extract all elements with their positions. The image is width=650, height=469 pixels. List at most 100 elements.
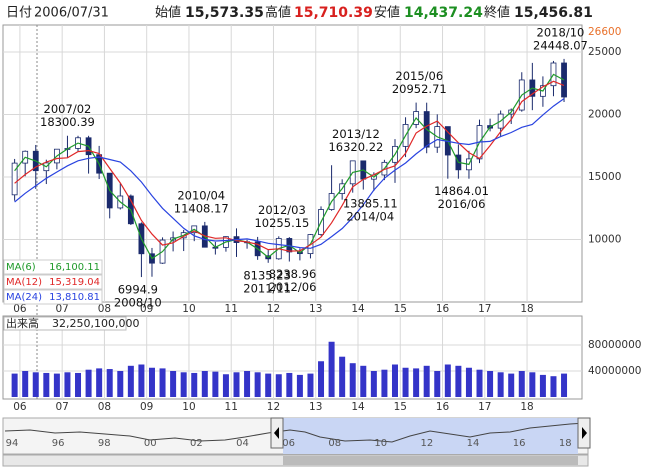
x-tick-label: 11 bbox=[225, 401, 238, 413]
volume-bar bbox=[339, 356, 346, 397]
y-tick-label: 20000 bbox=[588, 109, 621, 121]
annotation-value: 18300.39 bbox=[40, 115, 95, 129]
volume-bar bbox=[11, 373, 18, 397]
volume-bar bbox=[117, 371, 124, 397]
x-tick-label: 10 bbox=[182, 401, 195, 413]
high-marker-label: 26600 bbox=[588, 26, 621, 38]
legend-value: 13,810.81 bbox=[49, 292, 100, 303]
annotation-value: 8238.96 bbox=[269, 267, 317, 281]
volume-bar bbox=[476, 369, 483, 397]
navigator-label: 02 bbox=[190, 438, 203, 449]
volume-bar bbox=[381, 369, 388, 397]
x-tick-label: 13 bbox=[309, 401, 322, 413]
volume-bar bbox=[529, 372, 536, 397]
navigator-label: 96 bbox=[52, 438, 65, 449]
volume-bar bbox=[43, 372, 50, 397]
volume-bar bbox=[550, 376, 557, 397]
volume-bar bbox=[170, 371, 177, 397]
annotation-date: 2014/04 bbox=[346, 209, 394, 223]
annotation-date: 2016/06 bbox=[438, 197, 486, 211]
navigator-label: 06 bbox=[282, 438, 295, 449]
volume-bar bbox=[318, 361, 325, 397]
handle-arrow bbox=[274, 427, 279, 439]
volume-bar bbox=[539, 374, 546, 397]
volume-bar bbox=[487, 371, 494, 397]
candle-body bbox=[11, 162, 18, 196]
marks bbox=[11, 58, 568, 397]
legend-box bbox=[3, 289, 103, 305]
annotation-date: 2012/06 bbox=[269, 280, 317, 294]
volume-bar bbox=[423, 365, 430, 397]
volume-bar bbox=[360, 365, 367, 397]
x-tick-label: 18 bbox=[520, 303, 533, 315]
low-value: 14,437.24 bbox=[404, 5, 483, 21]
close-value: 15,456.81 bbox=[514, 5, 593, 21]
x-tick-label: 17 bbox=[478, 303, 491, 315]
annotation-value: 14864.01 bbox=[434, 184, 489, 198]
x-tick-label: 07 bbox=[55, 401, 68, 413]
volume-bar bbox=[518, 371, 525, 397]
high-label: 高値 bbox=[265, 5, 291, 21]
annotation-date: 2007/02 bbox=[44, 102, 92, 116]
x-tick-label: 08 bbox=[98, 303, 111, 315]
x-tick-label: 07 bbox=[55, 303, 68, 315]
navigator-label: 12 bbox=[421, 438, 434, 449]
volume-bar bbox=[64, 372, 71, 397]
x-tick-label: 08 bbox=[98, 401, 111, 413]
volume-bar bbox=[434, 371, 441, 397]
volume-bar bbox=[106, 369, 113, 397]
volume-bar bbox=[497, 372, 504, 397]
volume-bar bbox=[75, 372, 82, 397]
annotation-date: 2011/11 bbox=[243, 281, 291, 295]
volume-bar bbox=[244, 371, 251, 397]
legend-value: 16,100.11 bbox=[49, 262, 100, 273]
x-tick-label: 17 bbox=[478, 401, 491, 413]
x-tick-label: 15 bbox=[394, 401, 407, 413]
volume-bar bbox=[402, 367, 409, 397]
volume-bar bbox=[444, 364, 451, 397]
high-value: 15,710.39 bbox=[294, 5, 373, 21]
navigator-label: 08 bbox=[328, 438, 341, 449]
open-label: 始値 bbox=[155, 5, 181, 21]
volume-bar bbox=[222, 374, 229, 397]
navigator-label: 16 bbox=[513, 438, 526, 449]
annotation-value: 8135.23 bbox=[243, 268, 291, 282]
volume-bar bbox=[465, 367, 472, 397]
volume-bar bbox=[159, 368, 166, 397]
volume-bar bbox=[455, 365, 462, 397]
x-tick-label: 14 bbox=[351, 303, 365, 315]
x-tick-label: 09 bbox=[140, 303, 153, 315]
annotation-date: 2010/04 bbox=[177, 188, 225, 202]
annotation-value: 6994.9 bbox=[118, 283, 158, 297]
annotation-value: 10255.15 bbox=[254, 216, 309, 230]
scrollbar-thumb[interactable] bbox=[283, 456, 578, 465]
annotation-value: 20952.71 bbox=[392, 82, 447, 96]
navigator-label: 94 bbox=[6, 438, 19, 449]
x-tick-label: 06 bbox=[13, 303, 27, 315]
volume-bar bbox=[508, 373, 515, 397]
annotation-date: 2012/03 bbox=[258, 203, 306, 217]
x-tick-label: 10 bbox=[182, 303, 195, 315]
volume-bar bbox=[201, 371, 208, 397]
volume-bar bbox=[148, 367, 155, 397]
navigator-label: 14 bbox=[467, 438, 480, 449]
annotation-date: 2013/12 bbox=[332, 127, 380, 141]
navigator-labels: 94 96 98 00 02 04 06 08 10 12 14 16 18 bbox=[6, 438, 572, 449]
volume-bar bbox=[96, 368, 103, 397]
navigator[interactable]: 94 96 98 00 02 04 06 08 10 12 14 16 18 bbox=[2, 417, 591, 467]
navigator-line bbox=[4, 422, 587, 443]
legend-value: 15,319.04 bbox=[49, 277, 100, 288]
volume-readout: 32,250,100,000 bbox=[52, 317, 139, 330]
annotation-value: 24448.07 bbox=[533, 38, 588, 52]
navigator-window[interactable] bbox=[283, 418, 578, 454]
ma-line bbox=[14, 98, 565, 249]
x-tick-label: 11 bbox=[225, 303, 238, 315]
navigator-label: 04 bbox=[236, 438, 249, 449]
volume-title: 出来高 bbox=[6, 316, 39, 330]
header: 日付 2006/07/31 始値 15,573.35 高値 15,710.39 … bbox=[6, 5, 593, 22]
volume-bar bbox=[138, 364, 145, 397]
volume-bar bbox=[561, 373, 568, 397]
legend-name: MA(24) bbox=[6, 292, 42, 303]
annotation-value: 16320.22 bbox=[328, 140, 383, 154]
